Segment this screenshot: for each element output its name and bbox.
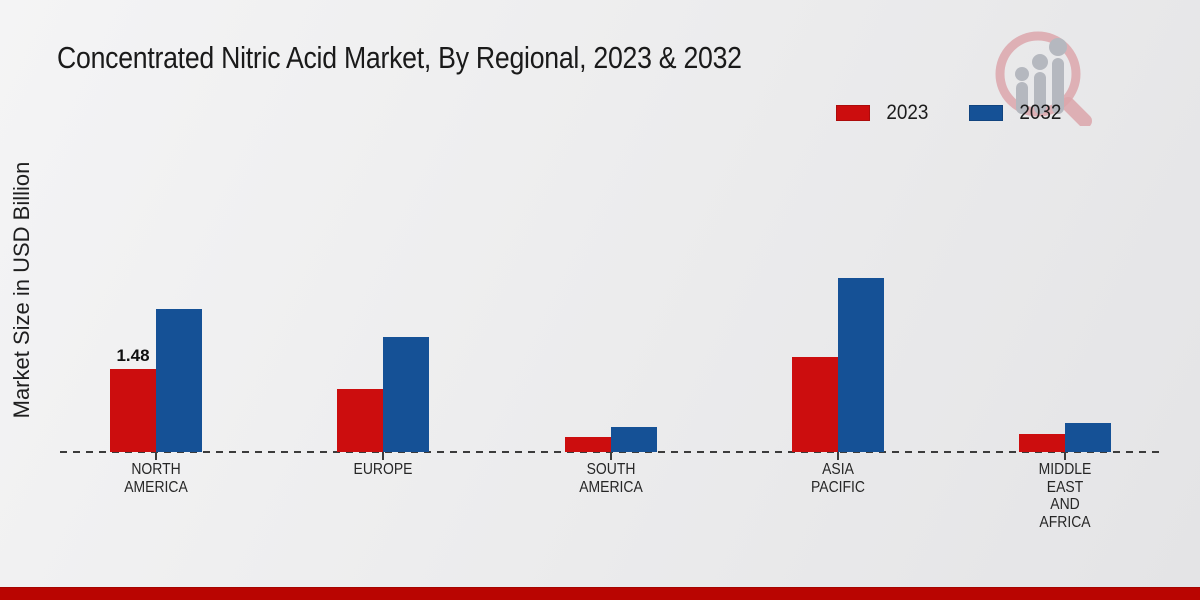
bar-2023-north-america (110, 369, 156, 452)
bar-2032-asia-pacific (837, 278, 884, 452)
footer-red-stripe (0, 587, 1200, 600)
category-label-middle-east-and-africa: MIDDLE EAST AND AFRICA (1038, 461, 1092, 531)
bar-2023-europe (337, 389, 384, 452)
bar-2023-south-america (564, 437, 611, 452)
bar-2032-europe (383, 337, 430, 452)
bar-2023-asia-pacific (791, 357, 838, 452)
legend-item-2032: 2032 (968, 101, 1064, 125)
bar-2032-north-america (156, 309, 202, 452)
legend-item-2023: 2023 (836, 101, 931, 125)
bar-2032-middle-east-and-africa (1065, 423, 1111, 452)
x-axis-tick-north-america (155, 452, 157, 460)
category-label-asia-pacific: ASIA PACIFIC (810, 461, 865, 496)
x-axis-tick-south-america (609, 452, 612, 460)
data-label-2023-north-america: 1.48 (116, 346, 150, 365)
category-label-north-america: NORTH AMERICA (124, 461, 188, 496)
legend-label: 2023 (886, 101, 929, 124)
legend-swatch-2023 (836, 105, 870, 121)
category-label-south-america: SOUTH AMERICA (578, 461, 643, 496)
category-label-europe: EUROPE (353, 461, 413, 478)
growth-bars-icon (1015, 38, 1067, 114)
chart-title: Concentrated Nitric Acid Market, By Regi… (57, 40, 742, 75)
bar-2032-south-america (610, 427, 657, 452)
market-research-magnifier-logo (995, 31, 1092, 126)
legend-swatch-2032 (968, 105, 1003, 121)
x-axis-tick-asia-pacific (836, 452, 839, 460)
x-axis-tick-middle-east-and-africa (1064, 452, 1066, 460)
magnifier-handle-icon (1061, 97, 1092, 126)
legend-label: 2032 (1019, 101, 1062, 124)
bar-2023-middle-east-and-africa (1019, 434, 1065, 452)
x-axis-tick-europe (382, 452, 385, 460)
chart-legend: 2023 2032 (836, 101, 1063, 125)
